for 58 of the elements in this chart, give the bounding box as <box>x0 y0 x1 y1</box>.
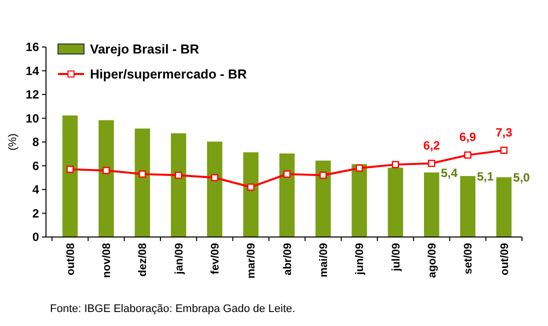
y-tick-label: 12 <box>26 88 40 102</box>
point <box>464 151 472 159</box>
y-tick-label: 2 <box>32 206 40 220</box>
bar <box>316 160 331 238</box>
data-label: 6,9 <box>459 130 476 144</box>
y-tick-label: 4 <box>32 182 40 197</box>
y-tick-label: 8 <box>32 135 40 150</box>
bar <box>134 128 150 238</box>
bar <box>460 176 476 238</box>
x-tick-label: set/09 <box>462 243 475 274</box>
x-tick-label: jun/09 <box>354 243 366 276</box>
point <box>211 174 218 182</box>
data-label: 6,2 <box>423 138 440 152</box>
data-label: 5,1 <box>477 169 494 184</box>
point <box>392 160 400 168</box>
x-tick-label: mar/09 <box>246 243 258 278</box>
point <box>356 164 363 172</box>
bar <box>243 152 258 238</box>
point <box>320 172 327 179</box>
x-tick-label: mai/09 <box>318 243 330 278</box>
point <box>283 170 291 178</box>
bar <box>496 177 512 238</box>
y-tick-label: 10 <box>26 111 40 126</box>
x-tick-label: dez/08 <box>137 243 150 277</box>
data-label: 5,0 <box>513 170 530 185</box>
bar <box>388 168 404 238</box>
x-tick-label: nov/08 <box>101 243 114 278</box>
y-tick-label: 6 <box>32 158 40 173</box>
bar <box>424 172 440 238</box>
x-tick-label: fev/09 <box>210 243 222 274</box>
legend-label: Varejo Brasil - BR <box>90 42 200 57</box>
x-tick-label: out/09 <box>498 243 511 276</box>
bar <box>279 153 295 238</box>
bar <box>62 115 78 238</box>
bar <box>98 120 114 238</box>
point <box>500 146 508 154</box>
x-tick-label: jan/09 <box>173 243 186 276</box>
point <box>138 170 146 178</box>
x-tick-label: ago/09 <box>426 243 438 278</box>
x-tick-label: out/08 <box>64 243 77 276</box>
x-tick-label: abr/09 <box>282 243 294 276</box>
y-tick-label: 14 <box>26 64 40 78</box>
bar <box>352 164 367 238</box>
bar <box>207 142 222 238</box>
y-axis-title: (%) <box>7 133 19 151</box>
point <box>66 166 74 173</box>
point <box>102 166 110 174</box>
point <box>174 172 182 179</box>
point <box>428 160 436 167</box>
legend-label: Hiper/supermercado - BR <box>90 66 248 82</box>
data-label: 5,4 <box>440 166 458 180</box>
y-tick-label: 0 <box>32 230 40 244</box>
source-note: Fonte: IBGE Elaboração: Embrapa Gado de Leite. <box>50 303 296 315</box>
bar <box>170 133 186 238</box>
x-tick-label: jul/09 <box>390 243 402 272</box>
y-tick-label: 16 <box>26 40 40 54</box>
data-label: 7,3 <box>496 125 513 140</box>
point <box>247 184 254 191</box>
